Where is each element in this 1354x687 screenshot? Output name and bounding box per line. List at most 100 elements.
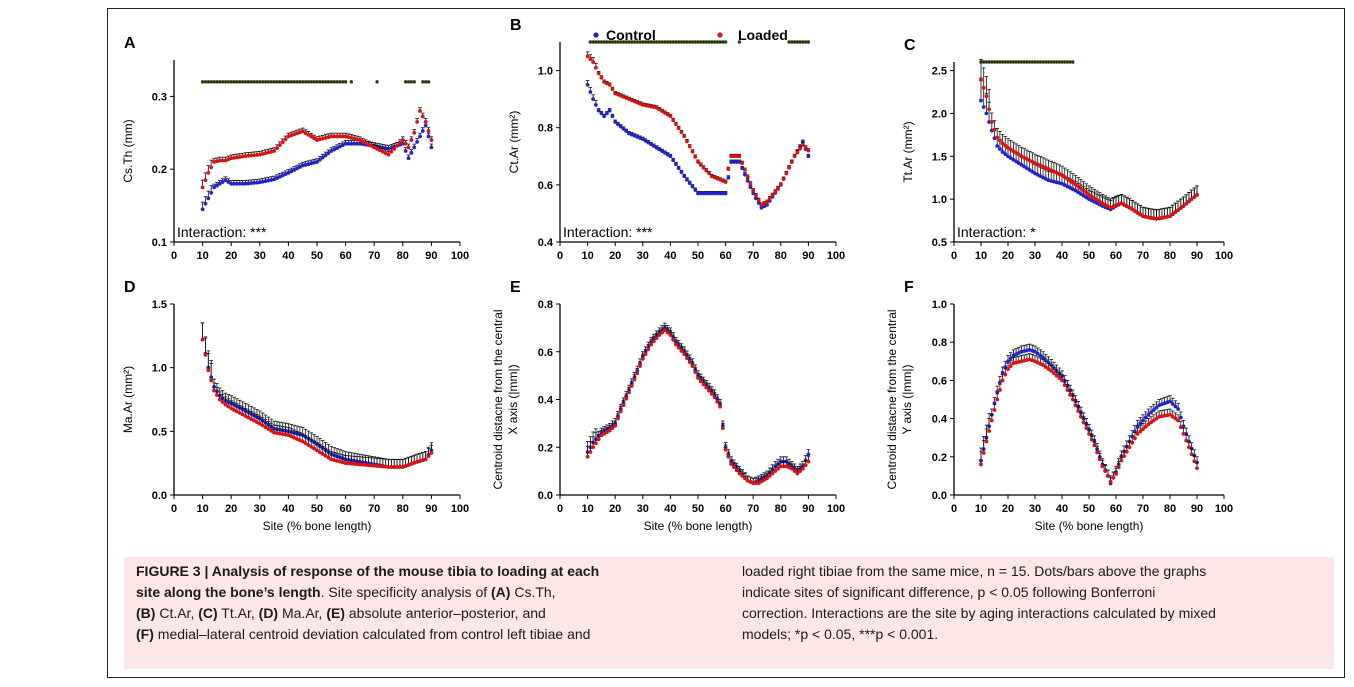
data-point: [593, 102, 598, 107]
y-tick-label: 1.5: [152, 299, 167, 311]
data-point: [591, 97, 596, 102]
data-point: [266, 150, 271, 155]
panel-d: D 0 10 20 30 40 50 60 70 80 90 100 0.0 0.5 1.0 1.5 Ma.Ar…: [121, 279, 469, 533]
data-point: [386, 152, 391, 157]
y-tick-label: 0.0: [932, 490, 947, 502]
data-point: [369, 144, 374, 148]
x-tick-label: 60: [719, 250, 731, 262]
data-point: [329, 134, 334, 139]
data-point: [1000, 370, 1005, 375]
caption-line: FIGURE 3 | Analysis of response of the m…: [136, 561, 599, 582]
y-tick-label: 0.6: [538, 180, 553, 192]
series-control: [200, 121, 434, 212]
data-point: [765, 200, 769, 204]
data-point: [720, 191, 725, 196]
data-point: [1089, 194, 1094, 199]
significance-dot: [696, 40, 700, 44]
data-point: [696, 160, 700, 164]
caption-right-column: loaded right tibiae from the same mice, …: [742, 561, 1216, 645]
data-point: [674, 162, 678, 167]
significance-dot: [688, 40, 692, 44]
x-tick-label: 20: [1002, 250, 1014, 262]
x-tick-label: 10: [581, 250, 593, 262]
y-tick-label: 1.0: [932, 194, 947, 206]
data-point: [1189, 197, 1194, 202]
data-point: [340, 134, 345, 139]
data-point: [981, 451, 986, 455]
data-point: [1119, 458, 1124, 463]
data-point: [306, 162, 311, 167]
data-point: [726, 175, 731, 180]
data-point: [629, 384, 634, 388]
data-point: [1173, 404, 1178, 409]
data-point: [229, 156, 234, 161]
y-tick-label: 0.2: [932, 452, 947, 464]
data-point: [257, 152, 262, 157]
data-point: [1014, 150, 1018, 155]
data-point: [1130, 207, 1135, 212]
data-point: [349, 461, 354, 466]
data-point: [798, 469, 803, 474]
data-point: [398, 141, 402, 145]
x-tick-label: 0: [557, 503, 563, 515]
x-tick-label: 80: [397, 503, 409, 515]
data-point: [329, 457, 334, 462]
data-point: [1181, 204, 1186, 208]
data-point: [998, 380, 1002, 385]
significance-dot: [403, 80, 408, 84]
data-point: [1170, 212, 1175, 217]
data-point: [203, 353, 208, 357]
data-point: [209, 165, 214, 170]
data-point: [415, 119, 419, 124]
data-point: [209, 378, 214, 383]
x-tick-label: 0: [171, 503, 177, 515]
panel-f: F 0 10 20 30 40 50 60 70 80 90 100 0.0 0.2 0.4 0.6 0.8 1.…: [885, 279, 1233, 533]
data-point: [1073, 403, 1078, 408]
data-point: [1176, 407, 1180, 411]
panel-letter: E: [510, 279, 521, 296]
data-point: [660, 149, 665, 154]
data-point: [649, 142, 653, 147]
significance-dot: [712, 40, 717, 44]
significance-dot: [306, 80, 311, 84]
data-point: [751, 191, 756, 196]
x-tick-label: 70: [368, 250, 380, 262]
x-axis-label: Site (% bone length): [1035, 519, 1144, 533]
series-loaded: [200, 107, 434, 190]
data-point: [323, 153, 328, 158]
data-point: [585, 54, 590, 59]
x-tick-label: 20: [609, 503, 621, 515]
significance-dot: [200, 80, 205, 84]
x-tick-label: 30: [637, 503, 649, 515]
data-point: [406, 463, 411, 467]
significance-dot: [1063, 60, 1067, 64]
data-point: [767, 474, 772, 478]
panel-e: E 0 10 20 30 40 50 60 70 80 90 100 0.0 0.2 0.4 0.6 0.8 Ce…: [491, 279, 845, 533]
data-point: [776, 186, 780, 191]
significance-dot: [266, 80, 271, 84]
data-point: [731, 154, 736, 159]
figure-frame: [107, 8, 1345, 678]
significance-dot: [341, 80, 345, 84]
significance-dot: [349, 80, 354, 84]
data-point: [409, 138, 414, 142]
data-point: [1138, 212, 1143, 217]
data-point: [740, 166, 745, 171]
x-tick-label: 30: [254, 250, 266, 262]
data-point: [1016, 161, 1021, 166]
data-point: [693, 370, 698, 374]
significance-dot: [1014, 60, 1018, 64]
x-tick-label: 60: [339, 250, 351, 262]
data-point: [309, 134, 314, 139]
data-point: [400, 141, 405, 146]
data-point: [1187, 199, 1191, 204]
data-point: [638, 364, 642, 368]
panel-letter: D: [124, 279, 136, 296]
data-point: [989, 418, 994, 423]
data-point: [1173, 210, 1178, 215]
data-point: [1127, 205, 1132, 210]
data-point: [260, 423, 265, 428]
x-tick-label: 60: [1110, 250, 1122, 262]
data-point: [360, 462, 365, 467]
data-point: [1068, 178, 1072, 183]
